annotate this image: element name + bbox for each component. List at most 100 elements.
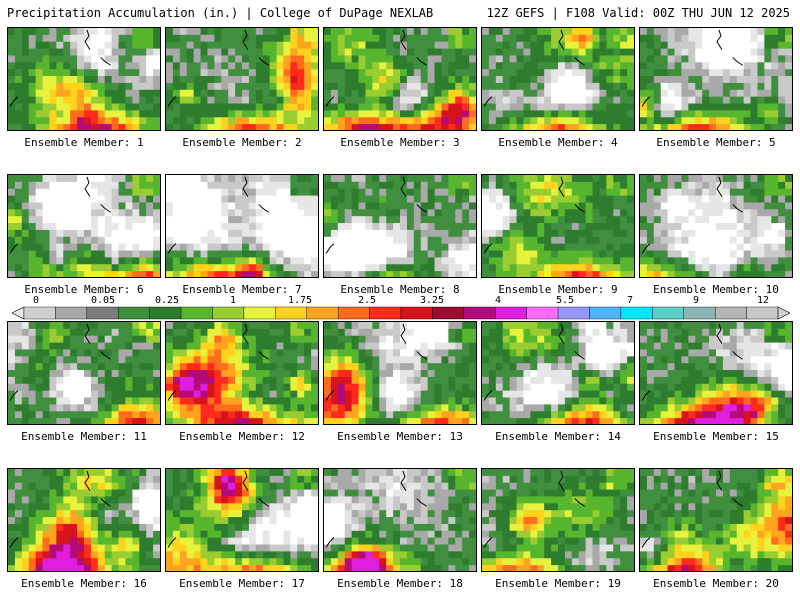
map-title: Precipitation Accumulation (in.) | Colle… xyxy=(7,6,434,20)
colorbar-tick-label: 0.05 xyxy=(90,295,116,306)
ensemble-member-label: Ensemble Member: 15 xyxy=(653,430,779,443)
precipitation-field xyxy=(8,469,160,571)
precipitation-field xyxy=(324,469,476,571)
colorbar-segment xyxy=(306,306,339,320)
ensemble-member-label: Ensemble Member: 13 xyxy=(337,430,463,443)
colorbar-segment xyxy=(495,306,527,320)
colorbar-segment xyxy=(86,306,119,320)
colorbar-segment xyxy=(55,306,88,320)
ensemble-member-map xyxy=(7,174,161,278)
precipitation-field xyxy=(640,322,792,424)
colorbar-tick-label: 0.25 xyxy=(154,295,180,306)
colorbar-right-arrow xyxy=(777,306,790,320)
colorbar-segment xyxy=(557,306,590,320)
colorbar-tick-label: 1 xyxy=(229,295,237,306)
ensemble-member-label: Ensemble Member: 18 xyxy=(337,577,463,590)
ensemble-member-label: Ensemble Member: 9 xyxy=(498,283,618,296)
colorbar-left-arrow xyxy=(12,306,25,320)
ensemble-member-label: Ensemble Member: 8 xyxy=(340,283,460,296)
model-run-info: 12Z GEFS | F108 Valid: 00Z THU JUN 12 20… xyxy=(486,6,790,20)
colorbar-tick-label: 7 xyxy=(626,295,634,306)
colorbar-segment xyxy=(369,306,402,320)
colorbar-segment xyxy=(400,306,433,320)
precipitation-field xyxy=(166,175,318,277)
ensemble-member-label: Ensemble Member: 16 xyxy=(21,577,147,590)
precipitation-field xyxy=(640,469,792,571)
ensemble-member-map xyxy=(165,174,319,278)
ensemble-member-label: Ensemble Member: 5 xyxy=(656,136,776,149)
ensemble-member-map xyxy=(323,27,477,131)
ensemble-member-map xyxy=(7,27,161,131)
ensemble-member-map xyxy=(639,468,793,572)
ensemble-member-label: Ensemble Member: 2 xyxy=(182,136,302,149)
precipitation-colorbar xyxy=(12,306,790,320)
colorbar-segment xyxy=(212,306,245,320)
colorbar-segment xyxy=(243,306,276,320)
ensemble-member-map xyxy=(165,468,319,572)
precipitation-field xyxy=(166,469,318,571)
ensemble-member-label: Ensemble Member: 11 xyxy=(21,430,147,443)
precipitation-field xyxy=(166,28,318,130)
ensemble-member-label: Ensemble Member: 3 xyxy=(340,136,460,149)
ensemble-member-label: Ensemble Member: 1 xyxy=(24,136,144,149)
colorbar-tick-label: 12 xyxy=(756,295,770,306)
ensemble-member-map xyxy=(165,27,319,131)
precipitation-field xyxy=(166,322,318,424)
precipitation-field xyxy=(8,28,160,130)
ensemble-member-label: Ensemble Member: 14 xyxy=(495,430,621,443)
ensemble-member-map xyxy=(7,321,161,425)
colorbar-segment xyxy=(149,306,182,320)
colorbar-segment xyxy=(620,306,653,320)
colorbar-segment xyxy=(463,306,496,320)
colorbar-segment xyxy=(683,306,716,320)
precipitation-field xyxy=(482,28,634,130)
colorbar-tick-label: 0 xyxy=(32,295,40,306)
ensemble-member-map xyxy=(323,468,477,572)
ensemble-member-map xyxy=(639,321,793,425)
precipitation-field xyxy=(324,28,476,130)
ensemble-member-label: Ensemble Member: 6 xyxy=(24,283,144,296)
colorbar-tick-label: 9 xyxy=(692,295,700,306)
ensemble-member-label: Ensemble Member: 4 xyxy=(498,136,618,149)
precipitation-field xyxy=(640,28,792,130)
colorbar-tick-label: 2.5 xyxy=(357,295,377,306)
colorbar-segment xyxy=(652,306,684,320)
ensemble-member-map xyxy=(481,321,635,425)
ensemble-member-label: Ensemble Member: 19 xyxy=(495,577,621,590)
precipitation-field xyxy=(482,175,634,277)
precipitation-field xyxy=(482,322,634,424)
colorbar-segment xyxy=(746,306,779,320)
colorbar-segment xyxy=(118,306,150,320)
ensemble-member-map xyxy=(481,468,635,572)
colorbar-tick-label: 4 xyxy=(494,295,502,306)
ensemble-member-label: Ensemble Member: 20 xyxy=(653,577,779,590)
precipitation-field xyxy=(324,175,476,277)
ensemble-member-map xyxy=(639,174,793,278)
ensemble-member-label: Ensemble Member: 12 xyxy=(179,430,305,443)
colorbar-segment xyxy=(526,306,559,320)
ensemble-member-map xyxy=(639,27,793,131)
ensemble-member-map xyxy=(165,321,319,425)
ensemble-member-map xyxy=(481,27,635,131)
ensemble-member-label: Ensemble Member: 17 xyxy=(179,577,305,590)
colorbar-segment xyxy=(714,306,747,320)
precipitation-field xyxy=(8,322,160,424)
precipitation-field xyxy=(8,175,160,277)
precipitation-field xyxy=(482,469,634,571)
ensemble-member-map xyxy=(323,321,477,425)
ensemble-member-map xyxy=(7,468,161,572)
ensemble-member-map xyxy=(323,174,477,278)
colorbar-tick-label: 1.75 xyxy=(287,295,313,306)
colorbar-segment xyxy=(23,306,56,320)
ensemble-member-label: Ensemble Member: 10 xyxy=(653,283,779,296)
colorbar-segment xyxy=(180,306,213,320)
precipitation-field xyxy=(324,322,476,424)
precipitation-field xyxy=(640,175,792,277)
colorbar-segment xyxy=(337,306,370,320)
ensemble-member-map xyxy=(481,174,635,278)
colorbar-segment xyxy=(432,306,465,320)
colorbar-segment xyxy=(589,306,622,320)
ensemble-member-label: Ensemble Member: 7 xyxy=(182,283,302,296)
colorbar-tick-label: 5.5 xyxy=(555,295,575,306)
colorbar-tick-label: 3.25 xyxy=(419,295,445,306)
